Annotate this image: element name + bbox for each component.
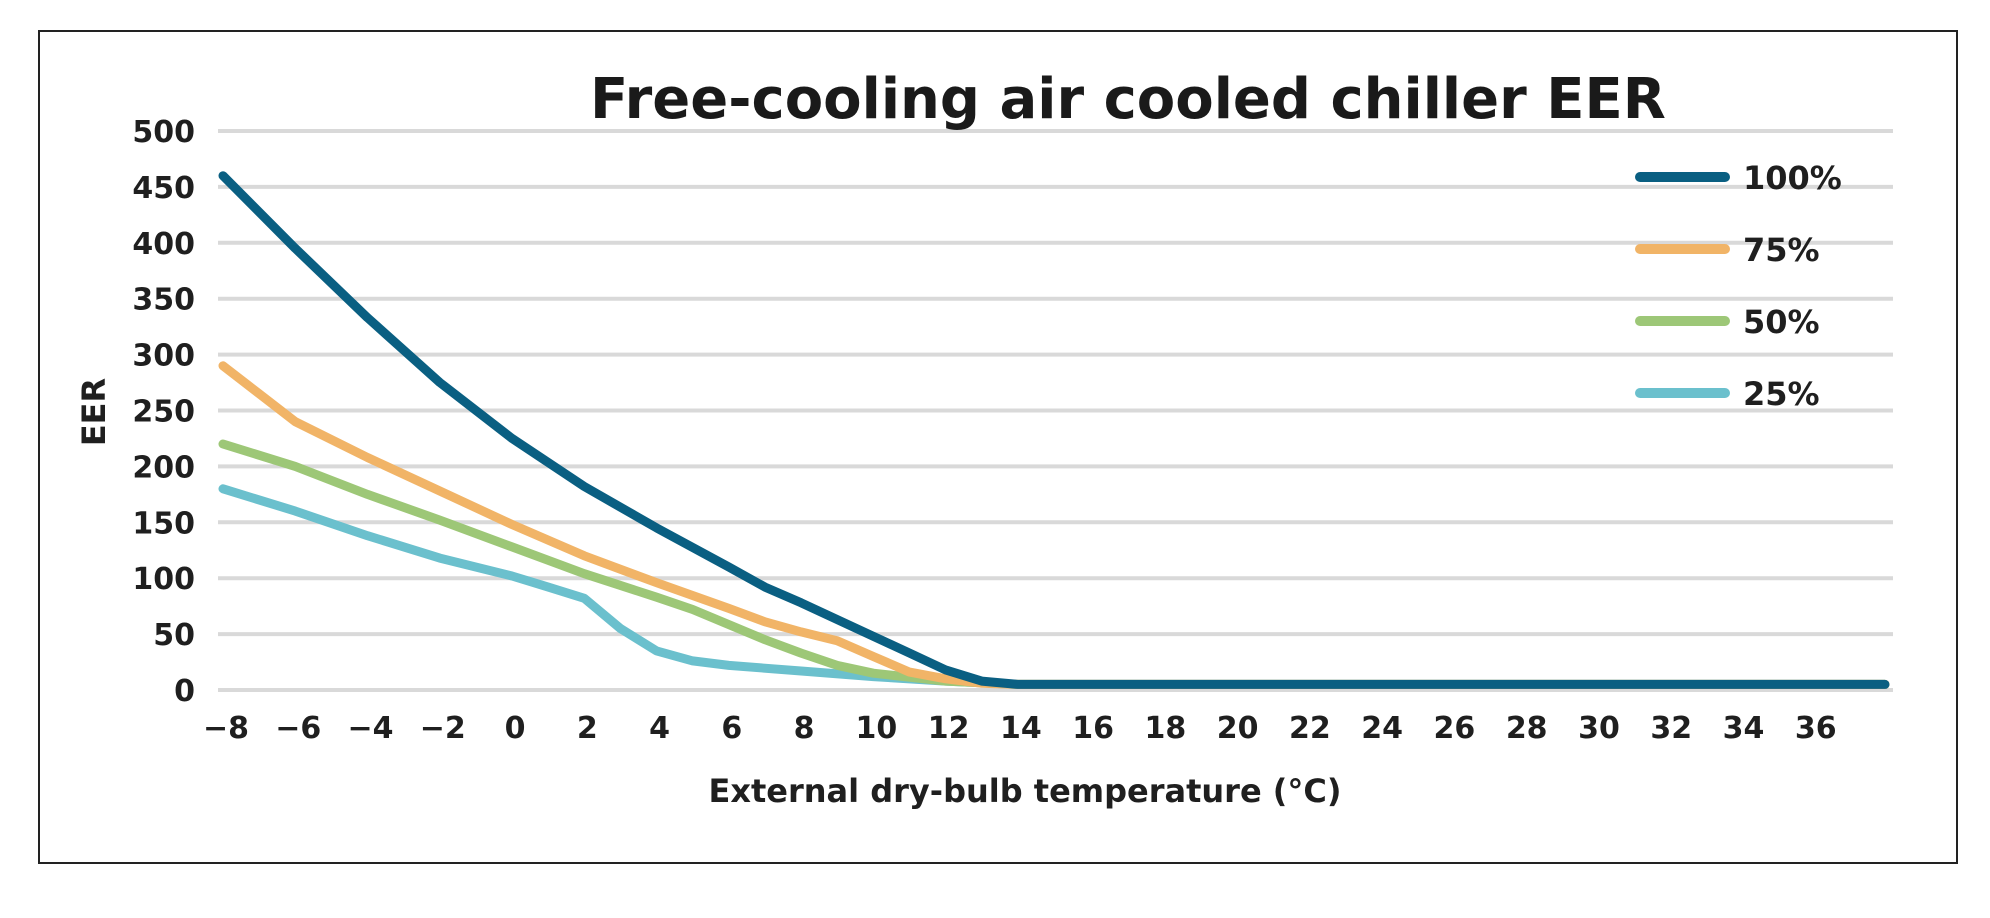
x-tick-label: −2 [420, 711, 466, 746]
y-tick-label: 0 [174, 674, 195, 709]
y-tick-label: 250 [132, 395, 195, 430]
x-tick-label: 32 [1650, 711, 1692, 746]
x-tick-label: 20 [1217, 711, 1259, 746]
x-tick-label: 36 [1795, 711, 1837, 746]
legend-label-25pct: 25% [1743, 375, 1820, 413]
y-axis-label: EER [75, 378, 113, 446]
x-tick-label: 2 [577, 711, 598, 746]
y-tick-label: 450 [132, 171, 195, 206]
x-tick-label: 14 [1000, 711, 1042, 746]
x-tick-label: −6 [275, 711, 321, 746]
x-tick-label: 28 [1506, 711, 1548, 746]
y-tick-label: 300 [132, 339, 195, 374]
series-line-100pct [218, 171, 1890, 689]
x-tick-label: −8 [203, 711, 249, 746]
y-tick-label: 400 [132, 227, 195, 262]
x-tick-label: 24 [1361, 711, 1403, 746]
x-tick-label: 6 [721, 711, 742, 746]
x-tick-label: 22 [1289, 711, 1331, 746]
x-tick-label: 12 [928, 711, 970, 746]
x-tick-label: 26 [1434, 711, 1476, 746]
y-tick-label: 150 [132, 506, 195, 541]
y-tick-label: 50 [153, 618, 195, 653]
x-tick-label: 18 [1145, 711, 1187, 746]
gridlines [218, 129, 1893, 692]
y-tick-label: 500 [132, 115, 195, 150]
legend-label-100pct: 100% [1743, 159, 1842, 197]
x-tick-label: 10 [855, 711, 897, 746]
series-line-75pct [218, 361, 1890, 689]
legend: 100% 75% 50% 25% [1635, 159, 1842, 413]
y-tick-label: 200 [132, 450, 195, 485]
x-tick-label: 30 [1578, 711, 1620, 746]
x-tick-label: 34 [1723, 711, 1765, 746]
series-lines [218, 171, 1890, 689]
chart-title: Free-cooling air cooled chiller EER [590, 67, 1666, 132]
y-tick-label: 100 [132, 562, 195, 597]
x-tick-label: 8 [794, 711, 815, 746]
y-tick-label: 350 [132, 283, 195, 318]
series-line-25pct [218, 484, 1890, 689]
x-axis-ticks: −8 −6 −4 −2 0 2 4 6 8 10 12 14 16 18 20 22 24 26 28 30 32 34 3… [203, 711, 1837, 746]
x-tick-label: −4 [348, 711, 394, 746]
y-axis-ticks: 0 50 100 150 200 250 300 350 400 450 500 [132, 115, 195, 709]
x-tick-label: 4 [649, 711, 670, 746]
x-axis-label: External dry-bulb temperature (°C) [708, 772, 1341, 810]
x-tick-label: 0 [505, 711, 526, 746]
chart-frame: 0 50 100 150 200 250 300 350 400 450 500 −8 −6 −4 −2 0… [38, 30, 1958, 864]
x-tick-label: 16 [1072, 711, 1114, 746]
legend-label-50pct: 50% [1743, 303, 1820, 341]
legend-label-75pct: 75% [1743, 231, 1820, 269]
